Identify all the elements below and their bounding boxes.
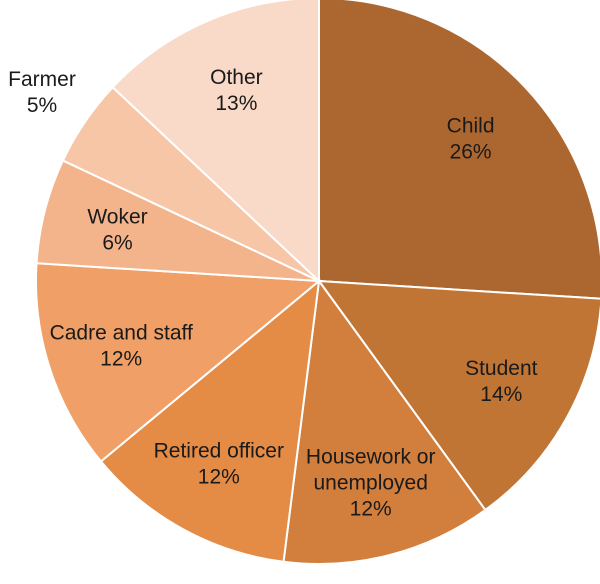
slice-label-cadre-and-staff: Cadre and staff 12% [50, 321, 193, 370]
slice-percent-housework-or-unemployed: 12% [350, 498, 392, 521]
slice-label-farmer: Farmer 5% [8, 68, 76, 117]
slice-percent-child: 26% [450, 141, 492, 164]
slice-percent-farmer: 5% [27, 94, 57, 117]
slice-name-housework-or-unemployed: unemployed [313, 472, 427, 495]
pie-slice-student [316, 279, 600, 512]
pie-slice-retired-officer [99, 278, 321, 563]
slice-name-retired-officer: Retired officer [154, 439, 284, 462]
slice-label-woker: Woker 6% [87, 205, 147, 254]
slice-label-child: Child 26% [447, 115, 495, 164]
slice-percent-cadre-and-staff: 12% [100, 347, 142, 370]
slice-name-woker: Woker [87, 205, 147, 228]
slice-label-other: Other 13% [210, 66, 263, 115]
pie-slices [35, 0, 600, 565]
slice-label-retired-officer: Retired officer 12% [154, 439, 284, 488]
pie-slice-cadre-and-staff [35, 262, 322, 463]
slice-label-housework-or-unemployed: Housework or unemployed 12% [306, 446, 436, 521]
pie-slice-other [111, 0, 320, 284]
slice-name-other: Other [210, 66, 263, 89]
slice-percent-student: 14% [480, 383, 522, 406]
slice-name-cadre-and-staff: Cadre and staff [50, 321, 193, 344]
slice-label-student: Student 14% [465, 357, 538, 406]
slice-name-student: Student [465, 357, 538, 380]
slice-percent-other: 13% [215, 92, 257, 115]
pie-labels: Child 26% Student 14% Housework or unemployed… [8, 66, 537, 520]
slice-name-farmer: Farmer [8, 68, 76, 91]
slice-name-housework-or-unemployed: Housework or [306, 446, 436, 469]
slice-percent-retired-officer: 12% [198, 465, 240, 488]
slice-name-child: Child [447, 115, 495, 138]
slice-percent-woker: 6% [102, 231, 132, 254]
pie-slice-child [318, 0, 600, 300]
pie-slice-housework-or-unemployed [282, 278, 487, 565]
